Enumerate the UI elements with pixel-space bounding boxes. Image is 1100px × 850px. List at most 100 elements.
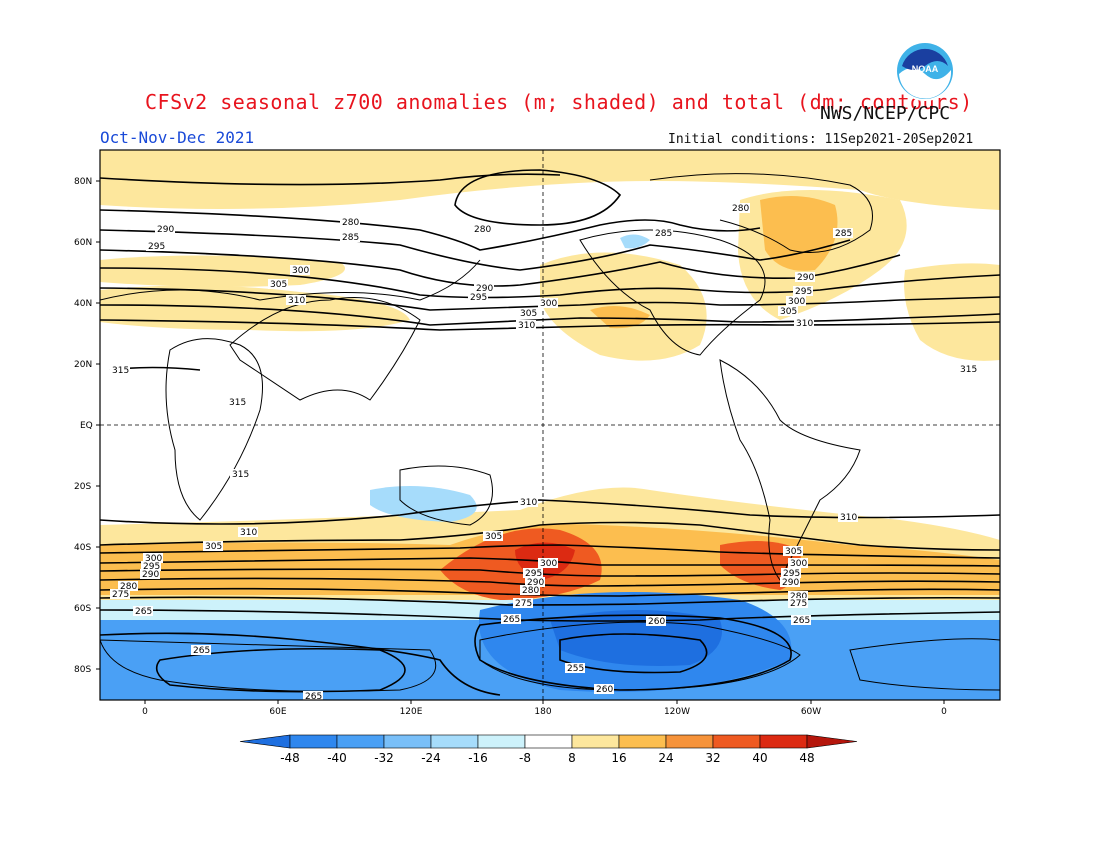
contour-label: 255 — [567, 664, 584, 674]
logo-text: NOAA — [912, 64, 939, 74]
contour-label: 300 — [540, 299, 557, 309]
colorbar-tick-label: 32 — [705, 751, 720, 765]
contour-label: 280 — [732, 204, 749, 214]
contour-label: 275 — [515, 599, 532, 609]
contour-label: 310 — [796, 319, 813, 329]
contour-label: 295 — [795, 287, 812, 297]
contour-label: 265 — [305, 692, 322, 702]
contour-label: 305 — [485, 532, 502, 542]
colorbar-swatch — [571, 734, 620, 749]
lat-ticks — [96, 180, 100, 670]
colorbar-tick-label: -8 — [519, 751, 531, 765]
contour-label: 260 — [648, 617, 665, 627]
contour-label: 280 — [474, 225, 491, 235]
noaa-logo: NOAA — [895, 41, 955, 101]
australia-negative-anomaly — [370, 486, 477, 522]
contour-label: 300 — [790, 559, 807, 569]
colorbar-swatch — [618, 734, 667, 749]
contour-label: 295 — [148, 242, 165, 252]
contour-label: 260 — [596, 685, 613, 695]
map-plot-area: 280 280 280 285 285 285 290 290 290 295 … — [100, 150, 1000, 702]
colorbar-tick-label: 16 — [611, 751, 626, 765]
contour-label: 315 — [229, 398, 246, 408]
contour-label: 305 — [270, 280, 287, 290]
contour-label: 295 — [783, 569, 800, 579]
credit-label: NWS/NCEP/CPC — [820, 103, 951, 124]
colorbar-tick-label: 48 — [799, 751, 814, 765]
lon-label: 180 — [534, 707, 551, 717]
lat-label: 60S — [74, 604, 91, 614]
contour-label: 295 — [470, 293, 487, 303]
contour-label: 290 — [142, 570, 159, 580]
colorbar-swatch — [430, 734, 479, 749]
contour-label: 305 — [785, 547, 802, 557]
contour-label: 265 — [793, 616, 810, 626]
contour-label: 290 — [797, 273, 814, 283]
colorbar-tick-label: -48 — [280, 751, 300, 765]
colorbar-swatch — [383, 734, 432, 749]
lon-label: 60W — [801, 707, 821, 717]
lon-label: 0 — [142, 707, 148, 717]
contour-label: 290 — [157, 225, 174, 235]
contour-label: 285 — [342, 233, 359, 243]
contour-label: 280 — [790, 592, 807, 602]
colorbar-swatch — [712, 734, 761, 749]
lon-ticks — [144, 700, 945, 704]
initial-conditions-label: Initial conditions: 11Sep2021-20Sep2021 — [668, 132, 974, 147]
colorbar-tick-label: 40 — [752, 751, 767, 765]
contour-label: 295 — [143, 562, 160, 572]
contour-label: 285 — [655, 229, 672, 239]
colorbar-tick-label: -40 — [327, 751, 347, 765]
contour-label: 315 — [112, 366, 129, 376]
latitude-axis: 80N 60N 40N 20N EQ 20S 40S 60S 80S — [74, 177, 93, 675]
colorbar-tick-label: -24 — [421, 751, 441, 765]
colorbar-tick-label: -16 — [468, 751, 488, 765]
contour-label: 305 — [780, 307, 797, 317]
lon-label: 120W — [664, 707, 690, 717]
contour-label-group: 280 280 280 285 285 285 290 290 290 295 … — [110, 203, 978, 702]
colorbar-swatch — [524, 734, 573, 749]
contour-label: 310 — [518, 321, 535, 331]
contour-label: 300 — [788, 297, 805, 307]
colorbar-swatch — [477, 734, 526, 749]
contour-lines — [100, 169, 1000, 696]
colorbar-tick-label: 8 — [568, 751, 576, 765]
contour-label: 295 — [525, 569, 542, 579]
contour-label: 265 — [503, 615, 520, 625]
colorbar-swatch — [289, 734, 338, 749]
lon-label: 0 — [941, 707, 947, 717]
contour-label: 280 — [342, 218, 359, 228]
colorbar-arrow-low — [239, 734, 291, 749]
contour-label: 290 — [782, 578, 799, 588]
longitude-axis: 0 60E 120E 180 120W 60W 0 — [142, 707, 947, 717]
lat-label: 80S — [74, 665, 91, 675]
contour-label: 310 — [288, 296, 305, 306]
contour-label: 290 — [476, 284, 493, 294]
contour-label: 305 — [205, 542, 222, 552]
colorbar-arrow-high — [806, 734, 858, 749]
arctic-positive-band — [100, 150, 1000, 178]
colorbar-swatch — [759, 734, 808, 749]
lat-label: 20S — [74, 482, 91, 492]
contour-label: 265 — [135, 607, 152, 617]
lon-label: 60E — [269, 707, 286, 717]
contour-label: 290 — [527, 578, 544, 588]
contour-label: 310 — [840, 513, 857, 523]
contour-label: 280 — [522, 586, 539, 596]
colorbar-tick-label: -32 — [374, 751, 394, 765]
contour-label: 280 — [120, 582, 137, 592]
colorbar-tick-label: 24 — [658, 751, 673, 765]
contour-label: 265 — [193, 646, 210, 656]
colorbar-swatch — [336, 734, 385, 749]
contour-label: 305 — [520, 309, 537, 319]
contour-label: 300 — [145, 554, 162, 564]
lat-label: 60N — [74, 238, 92, 248]
lat-label: 40S — [74, 543, 91, 553]
contour-label: 315 — [960, 365, 977, 375]
contour-label: 315 — [232, 470, 249, 480]
lat-label: 80N — [74, 177, 92, 187]
lat-label: 20N — [74, 360, 92, 370]
contour-label: 310 — [240, 528, 257, 538]
contour-label: 285 — [835, 229, 852, 239]
